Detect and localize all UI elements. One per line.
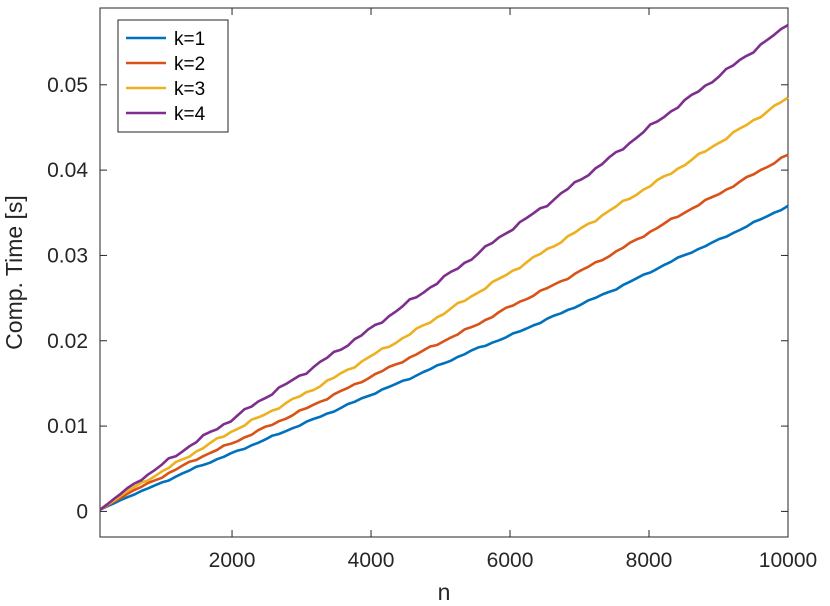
- y-tick-label: 0: [76, 500, 88, 523]
- x-axis-label: n: [438, 579, 451, 605]
- x-tick-label: 2000: [209, 549, 256, 572]
- x-tick-label: 8000: [626, 549, 673, 572]
- y-axis-label: Comp. Time [s]: [1, 195, 27, 350]
- x-tick-label: 6000: [487, 549, 534, 572]
- y-tick-label: 0.03: [47, 244, 88, 267]
- legend-label-4: k=4: [174, 104, 206, 125]
- legend-label-3: k=3: [174, 79, 205, 100]
- x-tick-label: 4000: [348, 549, 395, 572]
- y-tick-label: 0.05: [47, 74, 88, 97]
- legend: k=1 k=2 k=3 k=4: [117, 19, 229, 133]
- series-line-1: [99, 204, 789, 511]
- y-axis-ticks: 0 0.01 0.02 0.03 0.04 0.05: [47, 74, 788, 523]
- legend-label-1: k=1: [174, 29, 205, 50]
- y-tick-label: 0.02: [47, 330, 88, 353]
- x-tick-label: 10000: [759, 549, 817, 572]
- y-tick-label: 0.01: [47, 415, 88, 438]
- series-line-4: [99, 23, 789, 511]
- x-axis-ticks: 2000 4000 6000 8000 10000: [209, 8, 817, 572]
- series-line-2: [99, 153, 789, 511]
- series-line-3: [99, 96, 789, 511]
- y-tick-label: 0.04: [47, 159, 88, 182]
- series-layer: [99, 23, 789, 511]
- legend-label-2: k=2: [174, 54, 205, 75]
